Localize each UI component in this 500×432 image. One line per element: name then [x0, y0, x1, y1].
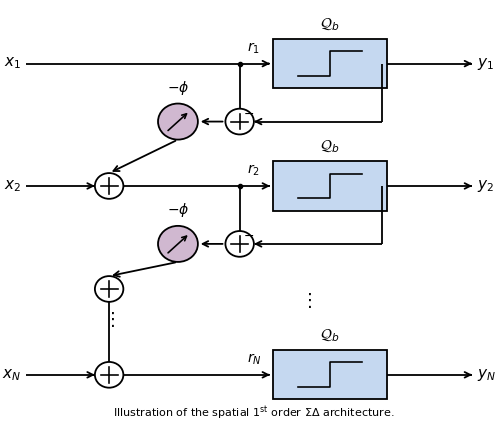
Text: $\vdots$: $\vdots$	[103, 309, 115, 328]
Text: $y_1$: $y_1$	[477, 56, 494, 72]
Text: $\mathcal{Q}_b$: $\mathcal{Q}_b$	[320, 138, 340, 155]
Text: $r_N$: $r_N$	[246, 352, 262, 367]
Text: $y_N$: $y_N$	[477, 367, 496, 383]
Text: $\mathcal{Q}_b$: $\mathcal{Q}_b$	[320, 16, 340, 32]
Text: $r_2$: $r_2$	[248, 163, 260, 178]
FancyBboxPatch shape	[273, 161, 387, 211]
Circle shape	[95, 362, 124, 388]
Text: $-$: $-$	[244, 229, 254, 242]
Text: $\mathcal{Q}_b$: $\mathcal{Q}_b$	[320, 327, 340, 344]
FancyBboxPatch shape	[273, 39, 387, 88]
Circle shape	[158, 104, 198, 140]
Text: $\vdots$: $\vdots$	[300, 291, 312, 310]
Circle shape	[95, 276, 124, 302]
Text: $x_N$: $x_N$	[2, 367, 22, 383]
Text: $-$: $-$	[244, 107, 254, 120]
Circle shape	[226, 109, 254, 134]
Circle shape	[226, 231, 254, 257]
Text: $-\phi$: $-\phi$	[167, 79, 189, 97]
Text: $y_2$: $y_2$	[477, 178, 494, 194]
Text: $r_1$: $r_1$	[248, 41, 260, 56]
FancyBboxPatch shape	[273, 350, 387, 400]
Text: Illustration of the spatial $1^{\rm st}$ order $\Sigma\Delta$ architecture.: Illustration of the spatial $1^{\rm st}$…	[113, 404, 394, 422]
Text: $x_1$: $x_1$	[4, 56, 21, 71]
Circle shape	[95, 173, 124, 199]
Text: $x_2$: $x_2$	[4, 178, 21, 194]
Circle shape	[158, 226, 198, 262]
Text: $-\phi$: $-\phi$	[167, 201, 189, 219]
